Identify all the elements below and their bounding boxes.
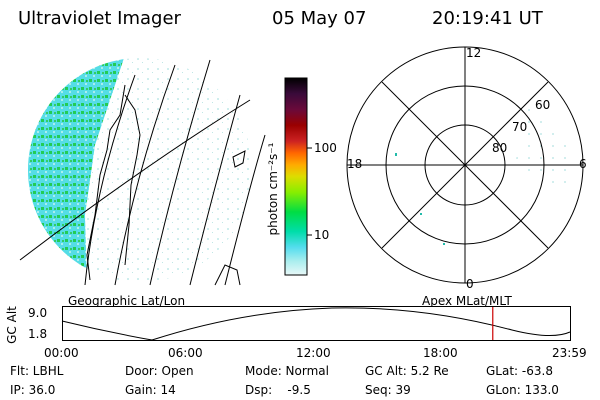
status-door: Door: Open xyxy=(125,364,194,378)
alt-ytick-min: 1.8 xyxy=(28,327,48,341)
mlt-label-6: 6 xyxy=(579,157,587,171)
time-label: 20:19:41 UT xyxy=(432,8,543,29)
alt-xtick-0: 00:00 xyxy=(44,346,79,360)
mlt-label-0: 0 xyxy=(466,277,474,291)
status-dsp: Dsp: -9.5 xyxy=(245,383,311,397)
colorbar-label: photon cm⁻²s⁻¹ xyxy=(266,142,280,236)
status-gain: Gain: 14 xyxy=(125,383,176,397)
mlat-label-80: 80 xyxy=(492,141,508,155)
colorbar-tick-100: 100 xyxy=(314,141,337,155)
alt-xtick-4: 23:59 xyxy=(552,346,587,360)
mlt-label-18: 18 xyxy=(347,157,363,171)
altitude-plot xyxy=(61,306,571,341)
imager-title: Ultraviolet Imager xyxy=(18,8,181,29)
alt-ylabel: GC Alt xyxy=(5,306,19,344)
mlat-label-60: 60 xyxy=(535,98,551,112)
mlat-label-70: 70 xyxy=(512,120,528,134)
colorbar xyxy=(284,77,312,276)
status-glat: GLat: -63.8 xyxy=(486,364,553,378)
alt-xtick-2: 12:00 xyxy=(296,346,331,360)
status-glon: GLon: 133.0 xyxy=(486,383,559,397)
status-ip: IP: 36.0 xyxy=(10,383,56,397)
geographic-image-panel xyxy=(19,58,266,286)
status-gc-alt: GC Alt: 5.2 Re xyxy=(365,364,449,378)
status-seq: Seq: 39 xyxy=(365,383,411,397)
mlt-label-12: 12 xyxy=(466,46,482,60)
alt-xtick-3: 18:00 xyxy=(423,346,458,360)
geographic-caption: Geographic Lat/Lon xyxy=(68,294,186,308)
alt-ytick-max: 9.0 xyxy=(28,306,48,320)
apex-caption: Apex MLat/MLT xyxy=(422,294,512,308)
date-label: 05 May 07 xyxy=(272,8,367,29)
colorbar-tick-10: 10 xyxy=(314,228,330,242)
apex-polar-plot xyxy=(346,46,584,284)
status-mode: Mode: Normal xyxy=(245,364,329,378)
status-flt: Flt: LBHL xyxy=(10,364,64,378)
alt-xtick-1: 06:00 xyxy=(168,346,203,360)
